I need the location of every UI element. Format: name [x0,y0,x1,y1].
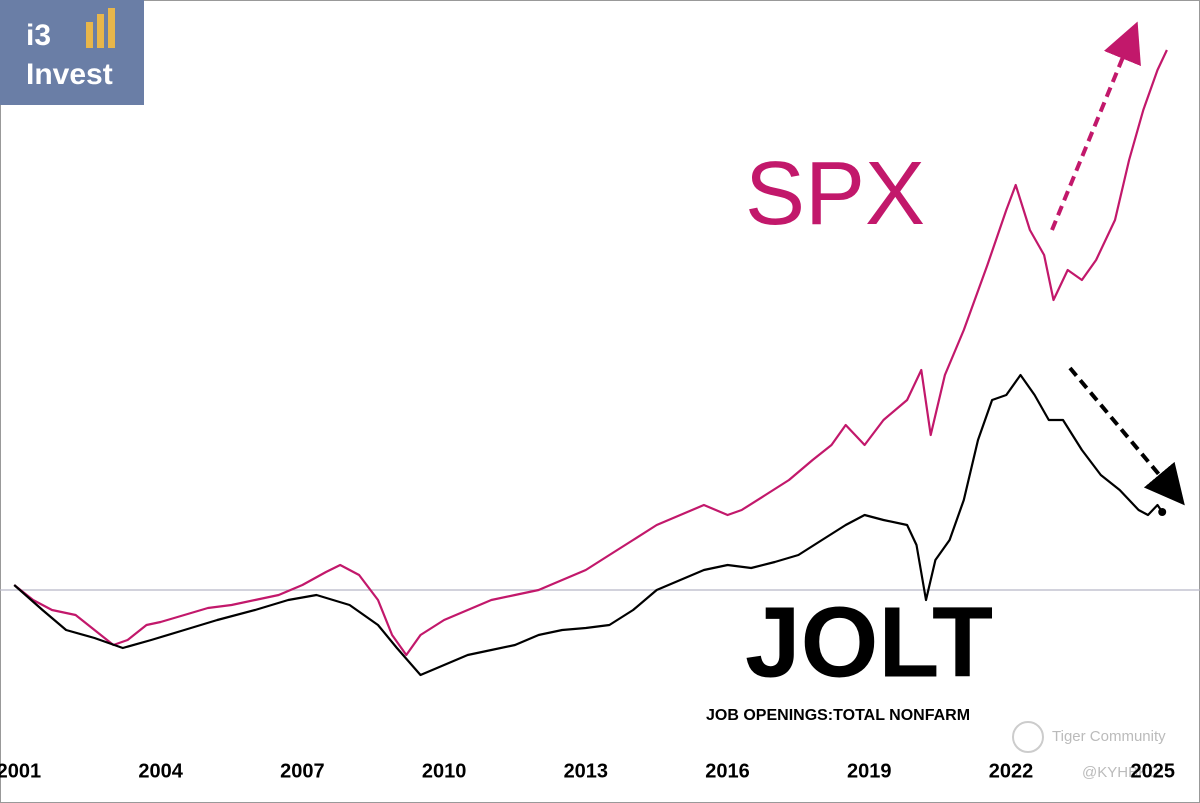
series-line [13,373,1164,677]
x-tick-label: 2019 [847,760,892,782]
x-tick-label: 2010 [422,760,467,782]
logo-text: i3 [26,19,51,52]
end-point [1158,508,1167,516]
jolt-label: JOLT [745,586,993,698]
trend-arrow [1050,21,1141,231]
spx-label: SPX [745,144,925,244]
x-tick-label: 2007 [280,760,325,782]
jolt-subtitle: JOB OPENINGS:TOTAL NONFARM [706,707,970,724]
x-tick-label: 2004 [138,760,183,782]
watermark: Tiger Community [1052,728,1166,745]
watermark-handle: @KYHBKO [1082,764,1160,781]
series-line [13,49,1168,657]
logo-bar [97,14,104,48]
logo-box [0,0,144,105]
x-tick-label: 2001 [0,760,41,782]
logo-bar [86,22,93,48]
x-tick-label: 2013 [564,760,609,782]
watermark-icon [1012,721,1044,753]
x-tick-label: 2025 [1131,760,1176,782]
logo-bar [108,8,115,48]
x-tick-label: 2016 [705,760,750,782]
x-tick-label: 2022 [989,760,1034,782]
logo-text: Invest [26,58,113,91]
trend-arrow [1068,366,1185,506]
